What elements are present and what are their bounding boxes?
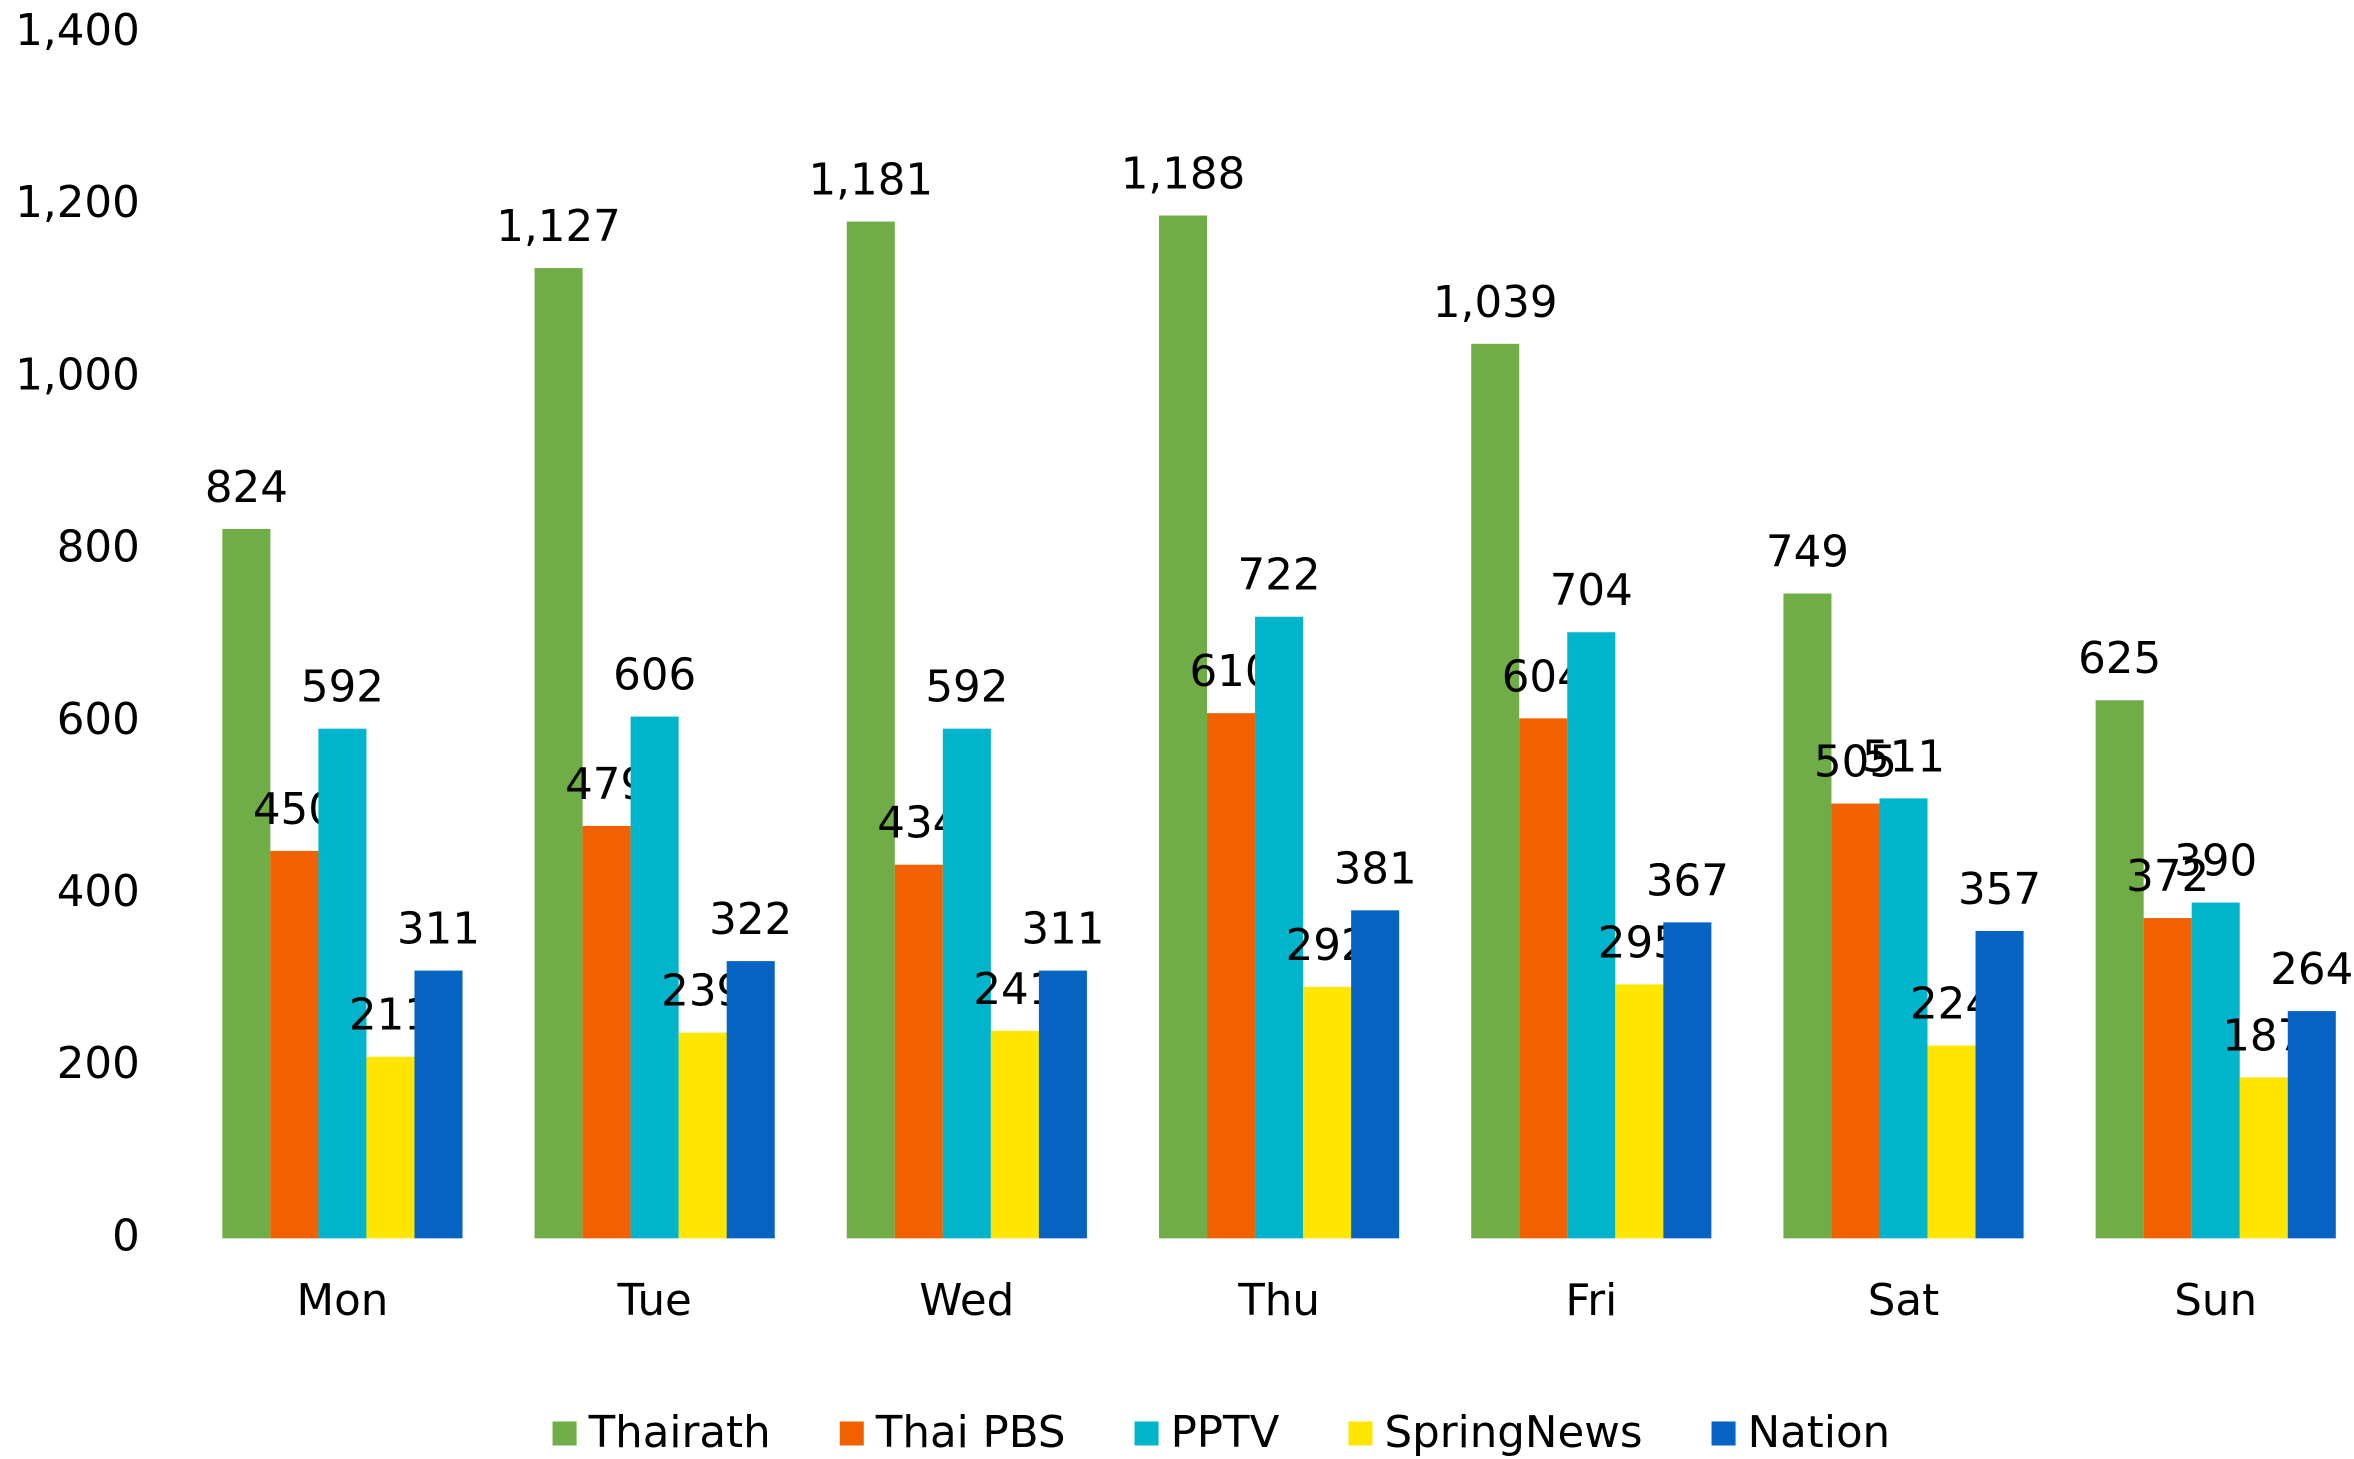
data-label: 1,039 (1433, 278, 1558, 328)
legend-swatch (1134, 1421, 1159, 1446)
x-tick-label: Mon (297, 1276, 389, 1326)
data-label: 511 (1862, 732, 1945, 782)
bar (414, 970, 463, 1239)
y-tick-label: 600 (57, 695, 140, 745)
legend-swatch (552, 1421, 577, 1446)
bar (1519, 718, 1568, 1239)
data-label: 749 (1766, 527, 1849, 577)
legend-label: Nation (1748, 1408, 1891, 1458)
x-tick-label: Sat (1868, 1276, 1939, 1326)
data-label: 1,181 (809, 156, 934, 206)
bar (990, 1030, 1039, 1239)
bar (1879, 798, 1928, 1239)
bar (1927, 1045, 1976, 1239)
data-label: 372 (2126, 852, 2209, 902)
data-label: 357 (1958, 865, 2041, 915)
data-label: 505 (1814, 738, 1897, 788)
y-tick-label: 200 (57, 1039, 140, 1089)
bar (2191, 902, 2240, 1239)
legend-label: PPTV (1171, 1408, 1280, 1458)
bar (1663, 922, 1712, 1239)
data-label: 367 (1646, 856, 1729, 906)
x-tick-label: Sun (2174, 1276, 2257, 1326)
bar (582, 825, 631, 1239)
data-label: 1,127 (496, 202, 621, 252)
data-label: 606 (613, 651, 696, 701)
bar (1038, 970, 1087, 1239)
data-label: 704 (1550, 566, 1633, 616)
y-tick-label: 400 (57, 867, 140, 917)
legend-label: SpringNews (1384, 1408, 1642, 1458)
bar (366, 1056, 415, 1239)
bar (2095, 700, 2144, 1239)
legend-swatch (839, 1421, 864, 1446)
legend-swatch (1348, 1421, 1373, 1446)
data-label: 625 (2078, 634, 2161, 684)
bar (1567, 632, 1616, 1239)
legend-label: Thairath (588, 1408, 771, 1458)
y-tick-label: 800 (57, 523, 140, 573)
data-label: 592 (301, 663, 384, 713)
bar (1207, 713, 1256, 1239)
bar (2239, 1077, 2288, 1239)
data-label: 264 (2270, 945, 2353, 995)
y-tick-label: 1,200 (15, 178, 140, 228)
data-label: 592 (925, 663, 1008, 713)
bar (2143, 918, 2192, 1239)
data-label: 381 (1334, 844, 1417, 894)
x-tick-label: Fri (1565, 1276, 1617, 1326)
bar (1351, 910, 1400, 1239)
bar (942, 728, 991, 1239)
legend-label: Thai PBS (875, 1408, 1066, 1458)
legend-swatch (1711, 1421, 1736, 1446)
bar (1783, 593, 1832, 1239)
bar (894, 864, 943, 1239)
bar (1975, 930, 2024, 1239)
bar (270, 850, 319, 1239)
bar (2287, 1011, 2336, 1239)
y-tick-label: 1,400 (15, 6, 140, 56)
data-label: 322 (709, 895, 792, 945)
bar (1471, 343, 1520, 1239)
x-tick-label: Tue (616, 1276, 691, 1326)
bar (846, 221, 895, 1239)
bar (1831, 803, 1880, 1239)
bar (222, 528, 271, 1239)
bar (534, 268, 583, 1239)
bar (1615, 984, 1664, 1239)
bar (726, 961, 775, 1239)
data-label: 311 (397, 905, 480, 955)
bar (630, 716, 679, 1239)
bar (318, 728, 367, 1239)
data-label: 722 (1238, 551, 1321, 601)
bar (1303, 986, 1352, 1239)
x-tick-label: Thu (1237, 1276, 1320, 1326)
x-tick-label: Wed (919, 1276, 1014, 1326)
bar (1158, 215, 1208, 1239)
data-label: 1,188 (1121, 150, 1246, 200)
y-tick-label: 0 (112, 1211, 140, 1261)
data-label: 390 (2174, 837, 2257, 887)
y-tick-label: 1,000 (15, 350, 140, 400)
data-label: 311 (1021, 905, 1104, 955)
bar (678, 1032, 727, 1239)
bar (1255, 616, 1304, 1239)
data-label: 824 (205, 463, 288, 513)
